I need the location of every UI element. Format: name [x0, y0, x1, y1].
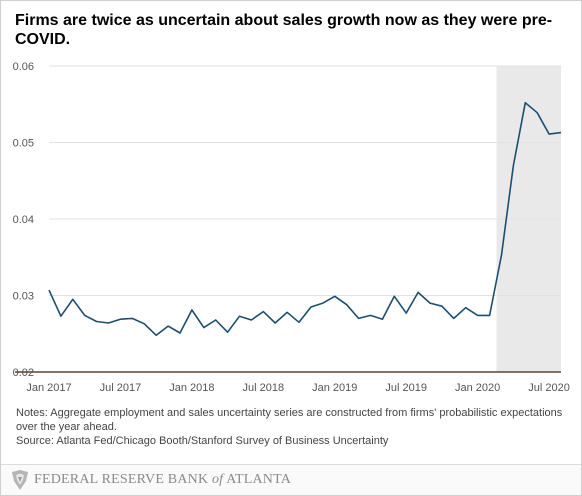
- x-axis-ticks: Jan 2017 Jul 2017 Jan 2018 Jul 2018 Jan 2019…: [26, 382, 570, 394]
- series-layer: [48, 101, 562, 337]
- x-tick-label: Jan 2018: [169, 382, 214, 394]
- footer-org-of: of: [211, 472, 224, 487]
- x-tick-label: Jan 2019: [312, 382, 357, 394]
- x-tick-label: Jul 2019: [385, 382, 427, 394]
- eagle-logo-icon: [12, 470, 28, 490]
- x-tick-label: Jan 2020: [455, 382, 500, 394]
- y-tick-label: 0.04: [13, 214, 34, 226]
- gridlines: [49, 65, 561, 296]
- notes-text: Notes: Aggregate employment and sales un…: [16, 407, 563, 433]
- footer-org-part2: ATLANTA: [226, 472, 292, 487]
- source-text: Source: Atlanta Fed/Chicago Booth/Stanfo…: [16, 435, 389, 447]
- chart-notes: Notes: Aggregate employment and sales un…: [16, 406, 571, 448]
- y-tick-label: 0.03: [13, 291, 34, 303]
- x-tick-label: Jul 2017: [100, 382, 142, 394]
- series-line: [48, 101, 562, 337]
- chart-title: Firms are twice as uncertain about sales…: [15, 12, 553, 48]
- footer-org-name: FEDERAL RESERVE BANK of ATLANTA: [34, 472, 291, 488]
- y-tick-label: 0.05: [13, 138, 34, 150]
- y-tick-label: 0.02: [13, 367, 34, 379]
- y-tick-label: 0.06: [13, 61, 34, 73]
- footer-org-part1: FEDERAL RESERVE BANK: [34, 472, 209, 487]
- x-tick-label: Jul 2018: [243, 382, 285, 394]
- footer-bar: FEDERAL RESERVE BANK of ATLANTA: [1, 464, 581, 495]
- y-axis-ticks: 0.02 0.03 0.04 0.05 0.06: [13, 61, 34, 379]
- line-chart: 0.020.030.040.050.06 Jan 2017 Jul 2017 Jan…: [13, 61, 570, 394]
- x-tick-label: Jul 2020: [528, 382, 570, 394]
- x-tick-label: Jan 2017: [26, 382, 71, 394]
